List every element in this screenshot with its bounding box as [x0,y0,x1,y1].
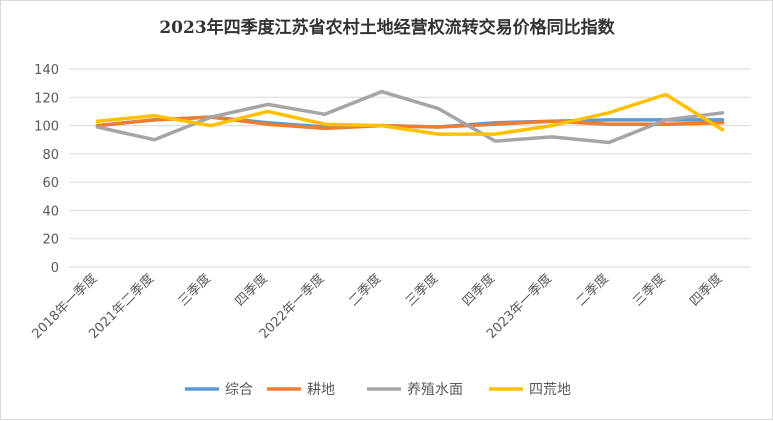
y-tick-label: 120 [34,91,59,106]
data-point [210,116,212,118]
data-point [608,141,610,144]
data-point [323,113,326,116]
data-point [721,121,724,124]
y-tick-label: 140 [34,63,59,78]
data-point [153,114,156,117]
data-point [494,123,497,125]
data-point [267,110,269,113]
data-point [96,126,99,128]
data-point [96,120,99,123]
data-point [380,90,383,93]
y-tick-label: 20 [42,233,59,248]
x-tick-label: 二季度 [346,271,385,310]
series-lines [95,89,725,145]
data-point [721,119,724,121]
data-point [721,129,724,131]
data-point [721,112,724,114]
data-point [664,123,667,125]
x-tick-label: 四季度 [232,271,271,310]
data-point [267,103,269,106]
legend-label: 综合 [225,382,253,398]
data-point [551,136,553,138]
data-point [437,107,440,110]
x-tick-label: 四季度 [687,271,726,310]
data-point [664,119,667,121]
data-point [608,123,610,125]
y-tick-label: 80 [42,148,59,163]
data-point [323,127,326,130]
y-tick-label: 100 [34,120,59,135]
data-point [494,133,497,135]
y-tick-label: 60 [42,176,59,191]
data-point [551,120,553,123]
legend-label: 养殖水面 [407,381,463,398]
series-line [95,92,725,136]
x-tick-label: 三季度 [402,271,441,310]
x-tick-label: 二季度 [573,271,612,310]
series-line [95,115,725,131]
data-point [153,119,156,121]
data-point [664,93,667,96]
data-point [210,124,212,127]
data-point [608,119,610,121]
legend-label: 耕地 [307,381,335,398]
y-tick-label: 40 [42,204,59,219]
data-point [608,112,610,114]
data-point [551,124,553,127]
data-point [323,123,326,125]
data-point [380,124,383,127]
y-axis-ticks: 0 20 40 60 80 100 120 140 [34,63,59,276]
legend-label: 四荒地 [529,382,571,398]
data-point [494,140,497,142]
data-point [267,123,269,125]
data-point [153,138,156,141]
series-line [95,89,725,145]
legend: 综合 耕地 养殖水面 四荒地 [185,381,571,398]
data-point [437,133,440,135]
y-tick-label: 0 [51,261,59,276]
x-tick-label: 三季度 [175,271,214,310]
x-tick-label: 三季度 [630,271,669,310]
x-tick-label: 四季度 [459,271,498,310]
data-point [437,126,440,128]
chart-title: 2023年四季度江苏省农村土地经营权流转交易价格同比指数 [159,17,615,38]
